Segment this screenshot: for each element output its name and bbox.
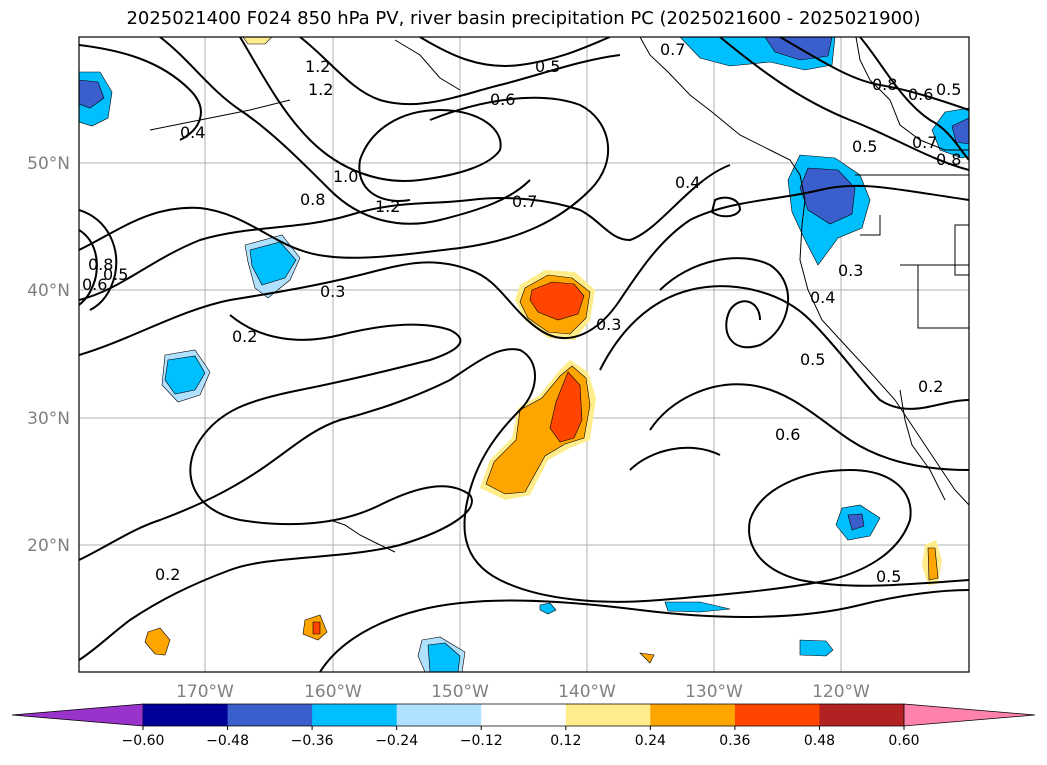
colorbar-segment	[650, 704, 736, 726]
colorbar-tick-label: 0.36	[719, 733, 750, 749]
pv-contours	[79, 37, 969, 672]
contour-label: 0.8	[300, 190, 325, 209]
colorbar-segment	[312, 704, 398, 726]
contour-label: 0.6	[82, 275, 107, 294]
colorbar-tick-label: −0.24	[375, 733, 418, 749]
contour-label: 0.3	[596, 315, 621, 334]
colorbar-segment	[565, 704, 651, 726]
contour-label: 0.5	[936, 80, 961, 99]
map-title: 2025021400 F024 850 hPa PV, river basin …	[126, 8, 921, 29]
coastlines	[149, 37, 969, 553]
lat-label: 30°N	[27, 409, 70, 429]
contour-label: 1.0	[333, 167, 358, 186]
lon-label: 160°W	[304, 682, 362, 702]
colorbar-tick-label: 0.48	[804, 733, 835, 749]
lon-label: 170°W	[176, 682, 234, 702]
contour-label: 0.5	[876, 567, 901, 586]
contour-label: 0.2	[918, 377, 943, 396]
contour-label: 0.7	[512, 192, 537, 211]
lat-label: 50°N	[27, 154, 70, 174]
colorbar-tick-label: −0.12	[460, 733, 503, 749]
lon-label: 140°W	[558, 682, 616, 702]
lat-label: 20°N	[27, 536, 70, 556]
contour-label: 0.6	[775, 425, 800, 444]
colorbar-tick-label: −0.60	[122, 733, 165, 749]
longitude-labels: 170°W 160°W 150°W 140°W 130°W 120°W	[176, 682, 870, 702]
contour-label: 0.3	[838, 261, 863, 280]
contour-label: 0.8	[872, 75, 897, 94]
contour-label: 0.4	[675, 173, 700, 192]
contour-label: 1.2	[308, 80, 333, 99]
contour-label: 0.2	[232, 327, 257, 346]
contour-label: 0.4	[180, 123, 205, 142]
colorbar-segment	[734, 704, 820, 726]
colorbar-segment	[481, 704, 567, 726]
colorbar-segment	[143, 704, 229, 726]
colorbar-segment	[819, 704, 905, 726]
latitude-labels: 50°N 40°N 30°N 20°N	[27, 154, 70, 556]
lon-label: 120°W	[812, 682, 870, 702]
colorbar-frame	[143, 703, 904, 727]
map-frame	[78, 36, 970, 673]
colorbar-tick-label: −0.36	[291, 733, 334, 749]
contour-label: 0.3	[320, 282, 345, 301]
contour-label: 0.4	[810, 288, 835, 307]
contour-label: 0.8	[936, 150, 961, 169]
contour-label: 0.5	[103, 265, 128, 284]
contour-label: 0.5	[535, 57, 560, 76]
colorbar: −0.60 −0.48 −0.36 −0.24 −0.12 0.12 0.24 0.36 0.4…	[11, 703, 1036, 749]
contour-label: 0.6	[908, 85, 933, 104]
colorbar-tick-label: 0.12	[550, 733, 581, 749]
contour-label: 0.7	[660, 40, 685, 59]
precipitation-shading	[79, 37, 969, 672]
map-plot-area: 0.5 1.2 1.2 0.4 0.6 0.7 0.8 0.6 0.5 0.8 …	[79, 37, 969, 672]
lat-label: 40°N	[27, 281, 70, 301]
colorbar-tick-label: 0.60	[888, 733, 919, 749]
contour-label: 1.2	[305, 57, 330, 76]
contour-label: 0.2	[155, 565, 180, 584]
lon-label: 130°W	[685, 682, 743, 702]
contour-label: 0.7	[912, 133, 937, 152]
contour-label: 0.5	[852, 137, 877, 156]
colorbar-extend-min	[11, 703, 144, 727]
contour-label: 0.6	[490, 90, 515, 109]
lon-label: 150°W	[431, 682, 489, 702]
colorbar-extend-max	[903, 703, 1036, 727]
colorbar-tick-label: 0.24	[635, 733, 666, 749]
colorbar-segment	[227, 704, 313, 726]
contour-labels: 0.5 1.2 1.2 0.4 0.6 0.7 0.8 0.6 0.5 0.8 …	[82, 40, 961, 586]
contour-label: 0.5	[800, 350, 825, 369]
colorbar-tick-label: −0.48	[206, 733, 249, 749]
contour-label: 1.2	[375, 197, 400, 216]
contour-label: 0.8	[88, 255, 113, 274]
colorbar-segment	[396, 704, 482, 726]
